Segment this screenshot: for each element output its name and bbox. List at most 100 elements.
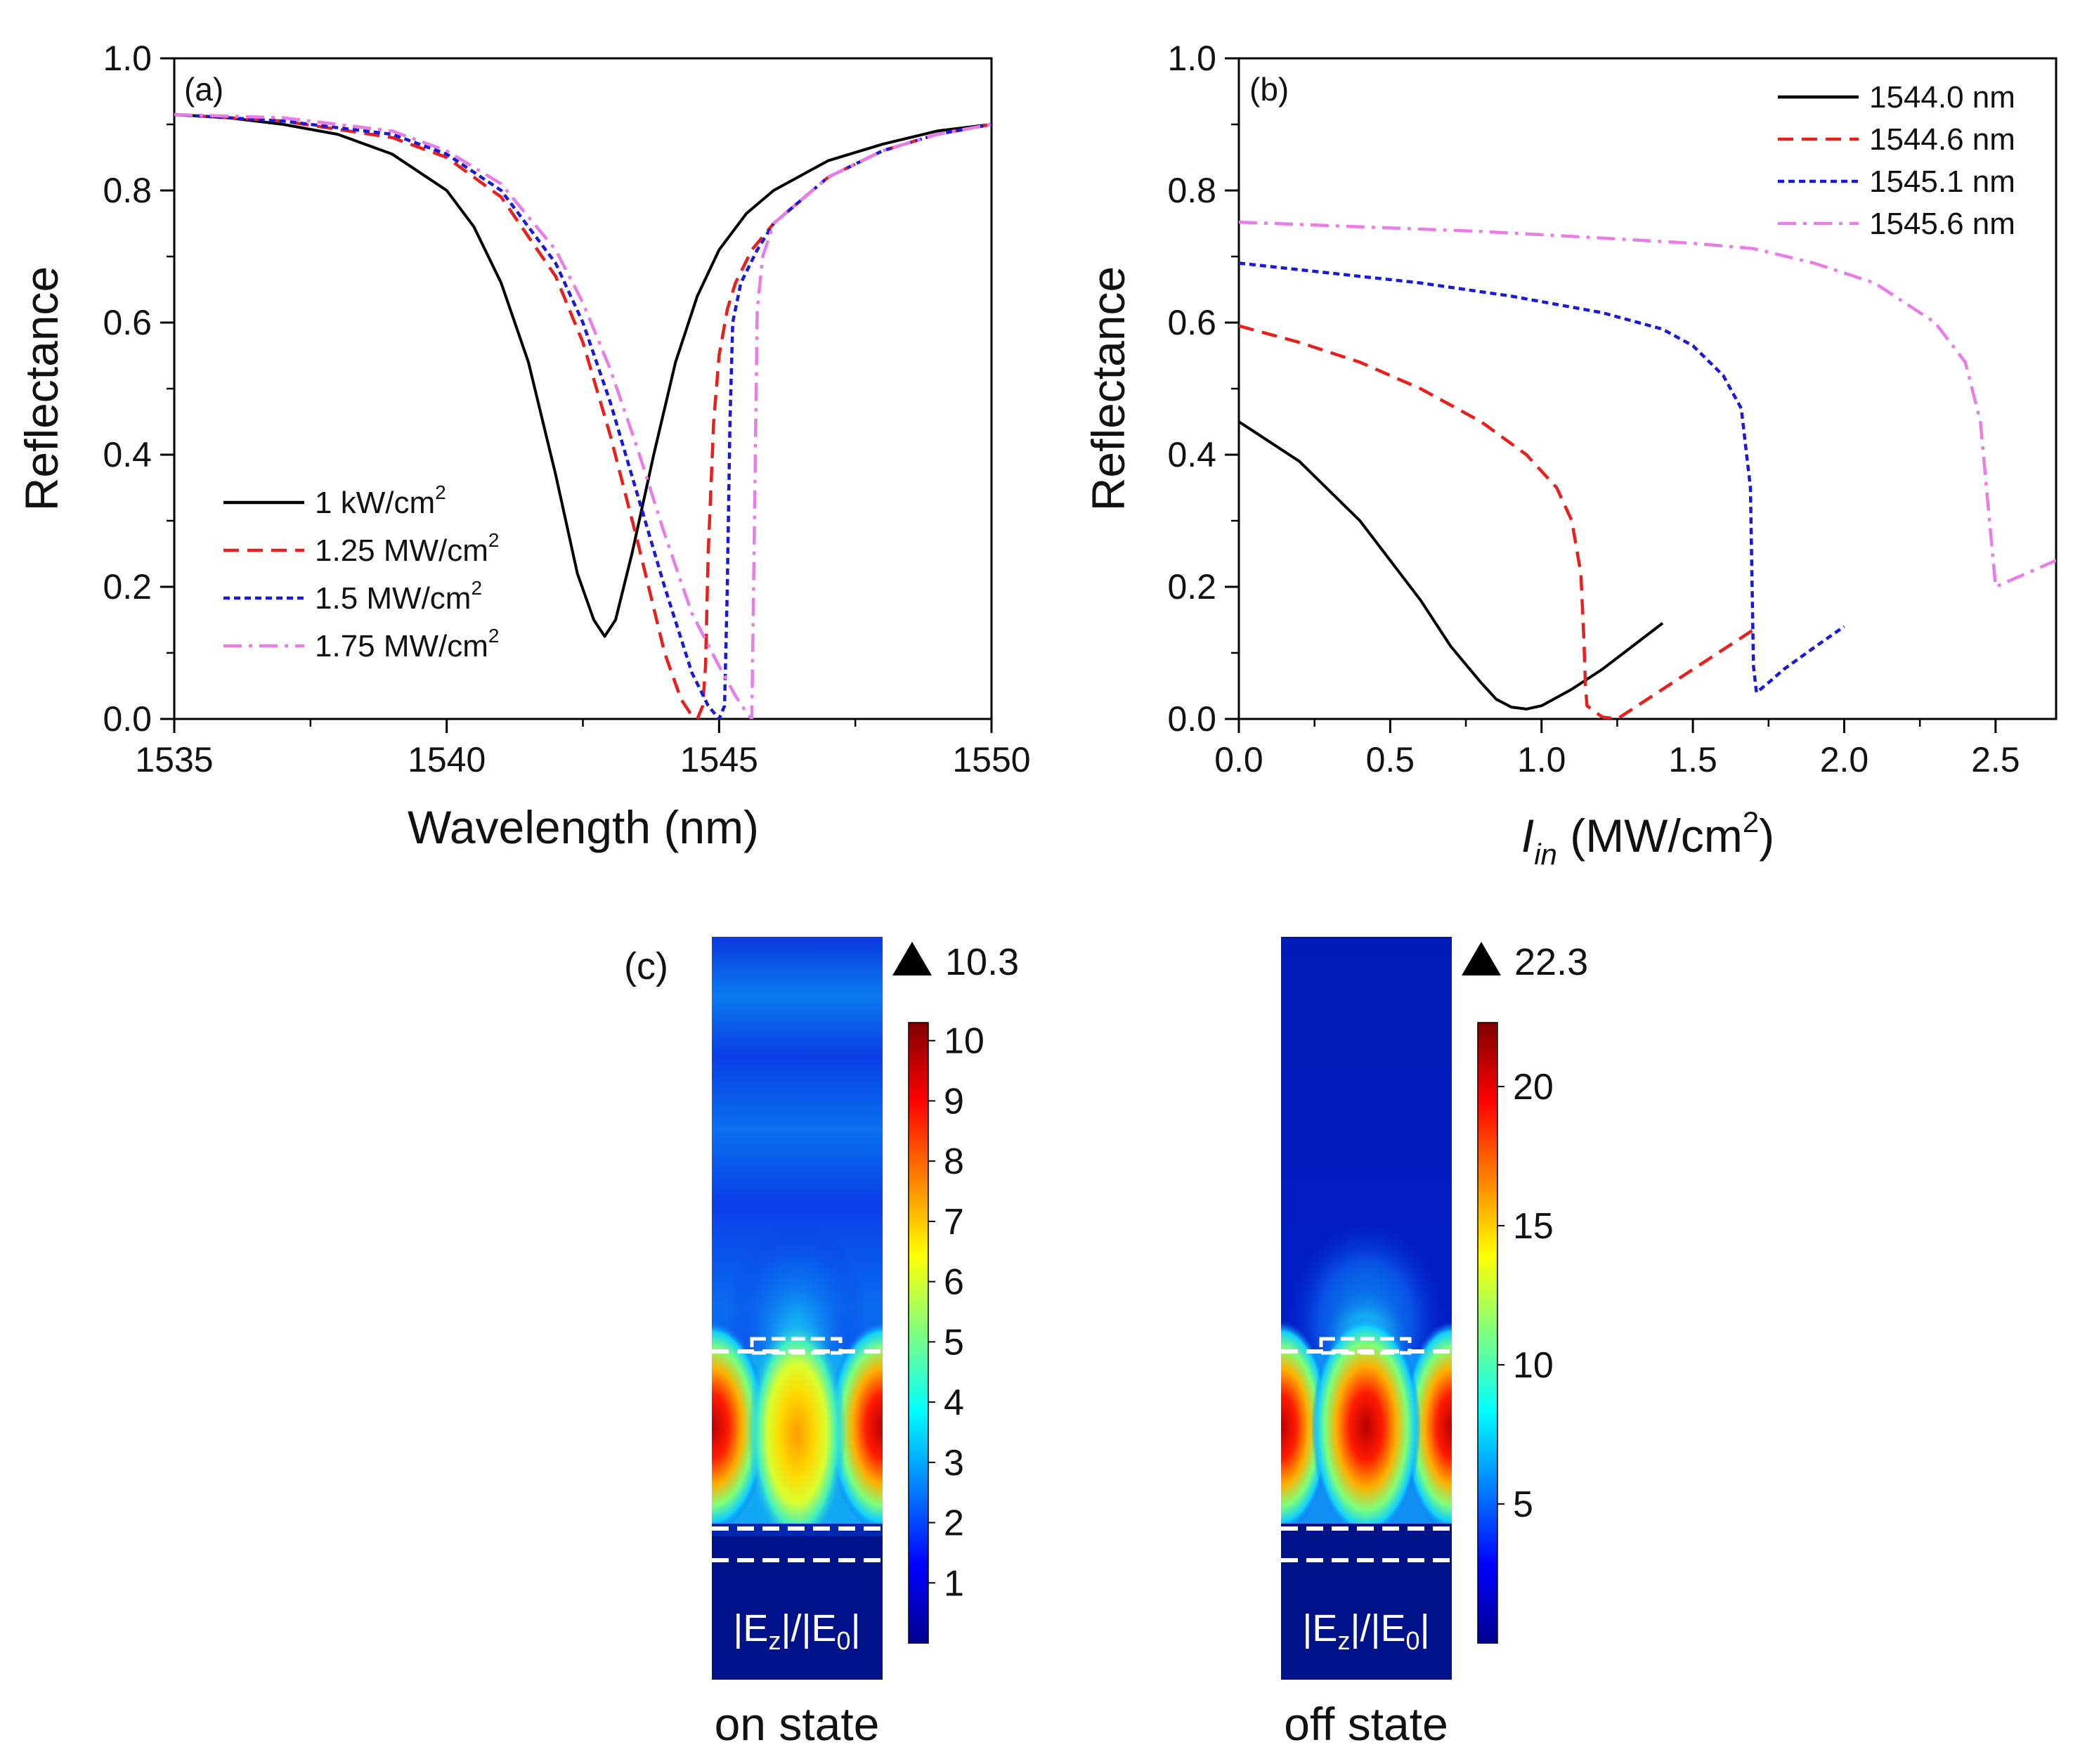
legend-sup: 2 [488, 529, 500, 551]
colorbar-tick-label: 9 [944, 1081, 964, 1122]
legend-text: 1544.6 nm [1869, 122, 2015, 157]
colorbar-tick-label: 4 [944, 1382, 964, 1423]
series-line-2 [174, 112, 992, 719]
y-tick-label: 0.0 [1167, 699, 1216, 739]
x-axis-title-sub: in [1534, 838, 1557, 871]
panel-label: (c) [624, 945, 668, 987]
colorbar-tick-label: 3 [944, 1443, 964, 1484]
field-label-sub: z [1337, 1626, 1350, 1655]
y-tick-label: 0.4 [1167, 435, 1216, 474]
x-tick-label: 1540 [408, 740, 486, 779]
max-marker-icon [892, 942, 932, 975]
x-axis-title: Iin (MW/cm2) [1521, 805, 1774, 871]
x-axis-title-tail: (MW/cm [1557, 810, 1743, 862]
colorbar-tick-label: 5 [944, 1322, 964, 1363]
panel-label: (a) [184, 71, 223, 108]
series-group [1239, 220, 2056, 719]
x-axis-title-sup: 2 [1743, 805, 1759, 838]
x-tick-label: 1550 [952, 740, 1030, 779]
colorbar-ticks: 1 2 3 4 5 6 7 8 9 10 [928, 1021, 984, 1604]
field-label-sub: 0 [837, 1626, 851, 1655]
y-tick-label: 0.2 [1167, 567, 1216, 607]
field-label-part: |E [1302, 1607, 1337, 1649]
y-tick-label: 0.0 [103, 699, 152, 739]
field-label-part: | [1420, 1607, 1430, 1649]
colorbar-tick-label: 7 [944, 1202, 964, 1243]
colorbar-tick-label: 5 [1513, 1484, 1533, 1525]
y-tick-label: 0.8 [1167, 171, 1216, 210]
field-label: |Ez|/|E0| [733, 1607, 860, 1655]
colorbar-tick-label: 15 [1513, 1206, 1554, 1247]
series-line-4 [174, 112, 992, 719]
max-value-label: 10.3 [945, 941, 1019, 983]
max-marker-icon [1462, 942, 1501, 975]
colorbar-tick-label: 10 [944, 1021, 984, 1062]
legend-sup: 2 [435, 481, 446, 503]
series-group [174, 112, 992, 719]
legend-text: 1545.1 nm [1869, 164, 2015, 199]
colorbar-tick-label: 10 [1513, 1345, 1554, 1386]
legend-label: 1544.0 nm [1869, 80, 2015, 115]
field-label: |Ez|/|E0| [1302, 1607, 1429, 1655]
series-line-2 [1239, 324, 1755, 719]
x-axis-title-close: ) [1759, 810, 1774, 862]
map-caption: on state [715, 1698, 880, 1750]
legend-label: 1544.6 nm [1869, 122, 2015, 157]
field-map-on-state: |Ez|/|E0| [712, 937, 883, 1680]
ticks: 1535 1540 1545 1550 0.0 0.2 0.4 0.6 0.8 1.0 [103, 39, 1030, 779]
colorbar [908, 1022, 929, 1644]
colorbar-tick-label: 8 [944, 1141, 964, 1182]
x-tick-label: 0.0 [1214, 740, 1263, 779]
x-tick-label: 1545 [680, 740, 758, 779]
field-label-sub: 0 [1406, 1626, 1420, 1655]
legend-label: 1 kW/cm2 [315, 481, 446, 520]
colorbar-tick-label: 1 [944, 1563, 964, 1604]
panel-b: 0.0 0.5 1.0 1.5 2.0 2.5 0.0 0.2 0.4 0.6 0.8 1.0 (b)… [1082, 39, 2058, 871]
colorbar-tick-label: 20 [1513, 1067, 1554, 1108]
x-tick-label: 2.0 [1820, 740, 1869, 779]
x-axis-title-main: I [1521, 810, 1534, 862]
field-label-part: |E [733, 1607, 768, 1649]
legend-label: 1.75 MW/cm2 [315, 625, 500, 663]
y-tick-label: 0.8 [103, 171, 152, 210]
colorbar-ticks: 5 10 15 20 [1497, 1067, 1554, 1525]
colorbar [1477, 1022, 1498, 1644]
plot-frame [1237, 57, 2058, 720]
x-tick-label: 1.5 [1668, 740, 1717, 779]
y-tick-label: 1.0 [1167, 39, 1216, 78]
legend-text: 1544.0 nm [1869, 80, 2015, 115]
legend-text: 1 kW/cm [315, 486, 435, 520]
legend: 1544.0 nm 1544.6 nm 1545.1 nm 1545.6 nm [1778, 80, 2015, 241]
y-tick-label: 1.0 [103, 39, 152, 78]
field-label-part: |/|E [781, 1607, 836, 1649]
legend-text: 1545.6 nm [1869, 207, 2015, 241]
legend-sup: 2 [488, 625, 500, 647]
max-value-label: 22.3 [1514, 941, 1588, 983]
y-axis-title: Reflectance [1082, 266, 1134, 512]
series-line-1 [1239, 420, 1664, 711]
series-line-3 [174, 112, 992, 719]
legend-text: 1.25 MW/cm [315, 533, 488, 568]
legend-text: 1.5 MW/cm [315, 581, 471, 616]
y-tick-label: 0.6 [103, 303, 152, 342]
series-line-4 [1239, 220, 2056, 589]
panel-label: (b) [1249, 71, 1289, 108]
x-axis-title: Wavelength (nm) [408, 801, 759, 853]
map-caption: off state [1284, 1698, 1448, 1750]
y-axis-title: Reflectance [15, 266, 67, 512]
x-tick-label: 1535 [135, 740, 213, 779]
field-label-part: |/|E [1350, 1607, 1405, 1649]
legend-label: 1545.1 nm [1869, 164, 2015, 199]
x-tick-label: 0.5 [1366, 740, 1415, 779]
colorbar-tick-label: 2 [944, 1503, 964, 1544]
y-tick-label: 0.2 [103, 567, 152, 607]
panel-c: (c) |Ez|/|E0| 10.3 12 [624, 937, 1588, 1750]
field-label-part: | [851, 1607, 861, 1649]
field-map-off-state: |Ez|/|E0| [1281, 937, 1452, 1680]
colorbar-tick-label: 6 [944, 1262, 964, 1303]
legend-label: 1545.6 nm [1869, 207, 2015, 241]
field-label-sub: z [768, 1626, 781, 1655]
series-line-1 [174, 112, 992, 638]
